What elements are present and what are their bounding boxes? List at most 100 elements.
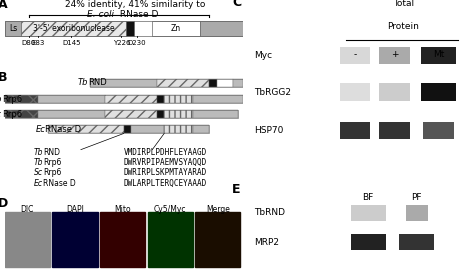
- Text: RND: RND: [43, 148, 60, 157]
- Text: Mt: Mt: [433, 50, 444, 59]
- Bar: [195, 212, 240, 267]
- Bar: [423, 122, 454, 139]
- Text: DWLARPLTERQCEYAAAD: DWLARPLTERQCEYAAAD: [124, 179, 207, 188]
- Bar: [351, 205, 386, 221]
- Bar: [217, 79, 233, 87]
- Bar: [193, 110, 238, 118]
- Bar: [152, 21, 200, 36]
- Bar: [210, 79, 217, 87]
- Text: RNase D: RNase D: [43, 179, 75, 188]
- Bar: [5, 110, 38, 118]
- Bar: [5, 21, 21, 36]
- Text: D145: D145: [62, 40, 81, 46]
- Bar: [340, 83, 370, 101]
- Text: Rrp6: Rrp6: [2, 109, 22, 118]
- Text: A: A: [0, 0, 7, 11]
- Bar: [157, 95, 164, 103]
- Text: Tb: Tb: [0, 94, 2, 103]
- Text: Tb: Tb: [33, 158, 43, 167]
- Bar: [52, 212, 98, 267]
- Text: RNase D: RNase D: [117, 10, 158, 19]
- Text: Rrp6: Rrp6: [43, 168, 61, 177]
- Text: Ec: Ec: [36, 125, 45, 133]
- Text: TbRGG2: TbRGG2: [254, 88, 291, 97]
- Bar: [406, 205, 428, 221]
- Bar: [5, 95, 38, 103]
- Bar: [105, 95, 157, 103]
- Text: VMDIRPLPDHFLEYAAGD: VMDIRPLPDHFLEYAAGD: [124, 148, 207, 157]
- Bar: [47, 125, 210, 133]
- Bar: [379, 46, 410, 64]
- Text: D80: D80: [21, 40, 36, 46]
- Text: E83: E83: [31, 40, 45, 46]
- Bar: [379, 122, 410, 139]
- Text: Merge: Merge: [206, 205, 230, 214]
- Bar: [233, 79, 243, 87]
- Text: DAPI: DAPI: [66, 205, 84, 214]
- Text: MRP2: MRP2: [254, 238, 279, 247]
- Text: 3'-5' exoribonuclease: 3'-5' exoribonuclease: [33, 24, 115, 33]
- Bar: [91, 79, 243, 87]
- Bar: [379, 83, 410, 101]
- Text: 24% identity, 41% similarity to: 24% identity, 41% similarity to: [65, 0, 206, 9]
- Text: Ec: Ec: [34, 179, 43, 188]
- Bar: [5, 212, 50, 267]
- Bar: [340, 122, 370, 139]
- Bar: [21, 21, 126, 36]
- Bar: [421, 83, 456, 101]
- Bar: [164, 95, 193, 103]
- Bar: [105, 110, 157, 118]
- Bar: [193, 95, 243, 103]
- Text: Zn: Zn: [171, 24, 181, 33]
- Text: B: B: [0, 71, 7, 84]
- Text: -: -: [354, 50, 356, 59]
- Text: E. coli: E. coli: [87, 10, 114, 19]
- Text: Rrp6: Rrp6: [2, 94, 22, 103]
- Text: Protein: Protein: [387, 22, 419, 31]
- Text: Rrp6: Rrp6: [43, 158, 61, 167]
- Text: TbRND: TbRND: [254, 209, 285, 217]
- Text: BF: BF: [363, 193, 374, 202]
- Text: DWRIRPLSKPMTAYARAD: DWRIRPLSKPMTAYARAD: [124, 168, 207, 177]
- Bar: [399, 235, 434, 250]
- Text: Y226: Y226: [113, 40, 130, 46]
- Text: Mito: Mito: [114, 205, 131, 214]
- Bar: [91, 79, 157, 87]
- Text: C: C: [232, 0, 241, 9]
- Bar: [5, 21, 243, 36]
- Bar: [147, 212, 193, 267]
- Bar: [157, 110, 164, 118]
- Bar: [5, 110, 238, 118]
- Bar: [126, 21, 135, 36]
- Text: Sc: Sc: [0, 109, 2, 118]
- Bar: [124, 125, 131, 133]
- Bar: [200, 21, 243, 36]
- Bar: [47, 125, 124, 133]
- Bar: [351, 235, 386, 250]
- Bar: [5, 95, 243, 103]
- Bar: [421, 46, 456, 64]
- Text: RNase D: RNase D: [45, 125, 82, 133]
- Bar: [131, 125, 164, 133]
- Bar: [100, 212, 145, 267]
- Bar: [193, 125, 210, 133]
- Bar: [340, 46, 370, 64]
- Bar: [38, 110, 105, 118]
- Text: Tb: Tb: [78, 78, 88, 87]
- Bar: [157, 79, 210, 87]
- Text: DWRVRPIPAEMVSYAQQD: DWRVRPIPAEMVSYAQQD: [124, 158, 207, 167]
- Bar: [164, 125, 193, 133]
- Text: PF: PF: [411, 193, 422, 202]
- Text: D230: D230: [128, 40, 146, 46]
- Text: Myc: Myc: [254, 51, 272, 60]
- Text: Total: Total: [393, 0, 414, 8]
- Text: E: E: [232, 183, 240, 196]
- Text: D: D: [0, 197, 8, 210]
- Text: DIC: DIC: [21, 205, 34, 214]
- Bar: [38, 95, 105, 103]
- Text: Tb: Tb: [33, 148, 43, 157]
- Text: HSP70: HSP70: [254, 126, 283, 135]
- Text: Cy5/Myc: Cy5/Myc: [154, 205, 186, 214]
- Text: +: +: [391, 50, 398, 59]
- Text: Ls: Ls: [9, 24, 17, 33]
